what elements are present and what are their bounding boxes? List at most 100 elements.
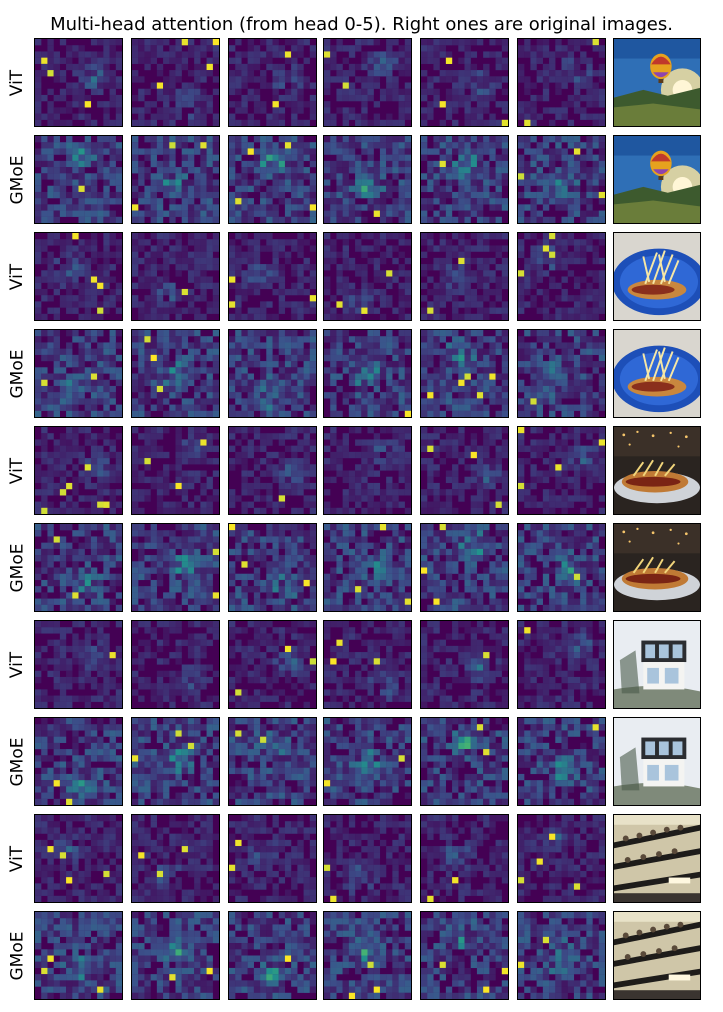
heatmap-cell	[297, 88, 304, 96]
heatmap-cell	[272, 555, 279, 562]
heatmap-cell	[169, 245, 176, 252]
heatmap-cell	[247, 361, 254, 368]
heatmap-cell	[309, 51, 316, 58]
heatmap-cell	[342, 142, 349, 149]
heatmap-cell	[348, 148, 356, 155]
heatmap-cell	[398, 336, 405, 343]
heatmap-cell	[41, 598, 48, 605]
heatmap-cell	[115, 542, 122, 549]
heatmap-cell	[348, 348, 356, 355]
heatmap-cell	[278, 113, 286, 120]
heatmap-cell	[439, 210, 446, 217]
heatmap-cell	[47, 398, 54, 405]
heatmap-cell	[542, 501, 550, 508]
heatmap-cell	[200, 501, 207, 508]
heatmap-cell	[235, 39, 242, 46]
heatmap-cell	[200, 410, 207, 417]
heatmap-cell	[90, 257, 98, 265]
heatmap-cell	[35, 330, 42, 337]
heatmap-cell	[35, 288, 42, 296]
heatmap-cell	[272, 142, 279, 149]
heatmap-cell	[592, 251, 599, 258]
heatmap-cell	[247, 392, 254, 399]
heatmap-cell	[303, 336, 310, 343]
heatmap-cell	[156, 148, 164, 155]
heatmap-cell	[72, 88, 79, 96]
heatmap	[421, 39, 508, 126]
heatmap-cell	[324, 251, 331, 258]
heatmap-cell	[181, 39, 189, 46]
heatmap-cell	[235, 142, 242, 149]
heatmap-cell	[181, 82, 189, 89]
heatmap-cell	[150, 373, 157, 380]
heatmap-cell	[542, 160, 550, 168]
heatmap-cell	[109, 191, 116, 199]
heatmap-cell	[132, 530, 139, 537]
heatmap-cell	[156, 542, 164, 549]
heatmap-cell	[241, 136, 248, 143]
heatmap-cell	[495, 410, 502, 417]
heatmap-cell	[260, 233, 267, 240]
heatmap-cell	[47, 239, 54, 246]
heatmap-cell	[78, 45, 85, 52]
heatmap-cell	[483, 233, 490, 240]
heatmap-cell	[336, 507, 343, 514]
heatmap-cell	[72, 501, 79, 508]
heatmap-cell	[433, 367, 440, 374]
heatmap-cell	[97, 536, 104, 543]
heatmap-cell	[84, 57, 92, 64]
heatmap-cell	[138, 561, 145, 568]
heatmap-cell	[84, 427, 92, 434]
heatmap-cell	[386, 113, 393, 120]
heatmap-cell	[379, 342, 387, 349]
heatmap-cell	[35, 216, 42, 223]
heatmap-cell	[367, 507, 374, 514]
heatmap-cell	[470, 392, 478, 399]
heatmap-cell	[445, 330, 453, 337]
heatmap-cell	[392, 307, 399, 314]
heatmap-cell	[278, 330, 286, 337]
heatmap-cell	[200, 94, 207, 102]
heatmap-cell	[458, 276, 465, 283]
heatmap-cell	[367, 451, 374, 459]
heatmap-cell	[367, 88, 374, 96]
heatmap-cell	[518, 361, 525, 368]
heatmap-cell	[573, 361, 581, 368]
heatmap-cell	[235, 573, 242, 581]
heatmap-cell	[373, 173, 381, 180]
heatmap-cell	[84, 276, 92, 283]
heatmap-cell	[84, 536, 92, 543]
heatmap-cell	[144, 210, 151, 217]
heatmap-cell	[90, 385, 98, 393]
attention-map-head-0	[34, 523, 123, 612]
heatmap-cell	[598, 282, 605, 290]
heatmap-cell	[342, 433, 349, 440]
heatmap-cell	[229, 136, 236, 143]
heatmap-cell	[536, 113, 543, 120]
heatmap-cell	[229, 530, 236, 537]
heatmap-cell	[72, 489, 79, 496]
heatmap-cell	[297, 94, 304, 102]
heatmap-cell	[439, 507, 446, 514]
heatmap-cell	[379, 458, 387, 465]
heatmap-cell	[260, 160, 267, 168]
heatmap-cell	[386, 270, 393, 277]
heatmap-cell	[524, 136, 531, 143]
heatmap-cell	[592, 361, 599, 368]
heatmap-cell	[518, 295, 525, 302]
heatmap-cell	[501, 270, 508, 277]
heatmap-cell	[103, 604, 110, 611]
heatmap-cell	[241, 451, 248, 459]
heatmap-cell	[567, 476, 575, 484]
heatmap-cell	[66, 204, 73, 211]
heatmap-cell	[66, 198, 73, 205]
heatmap-cell	[132, 282, 139, 290]
heatmap-cell	[476, 216, 484, 223]
heatmap-cell	[379, 398, 387, 405]
heatmap-cell	[542, 39, 550, 46]
heatmap-cell	[586, 154, 593, 161]
heatmap-cell	[561, 101, 568, 108]
heatmap-cell	[458, 191, 465, 199]
heatmap-cell	[404, 191, 411, 199]
heatmap-cell	[536, 379, 543, 387]
